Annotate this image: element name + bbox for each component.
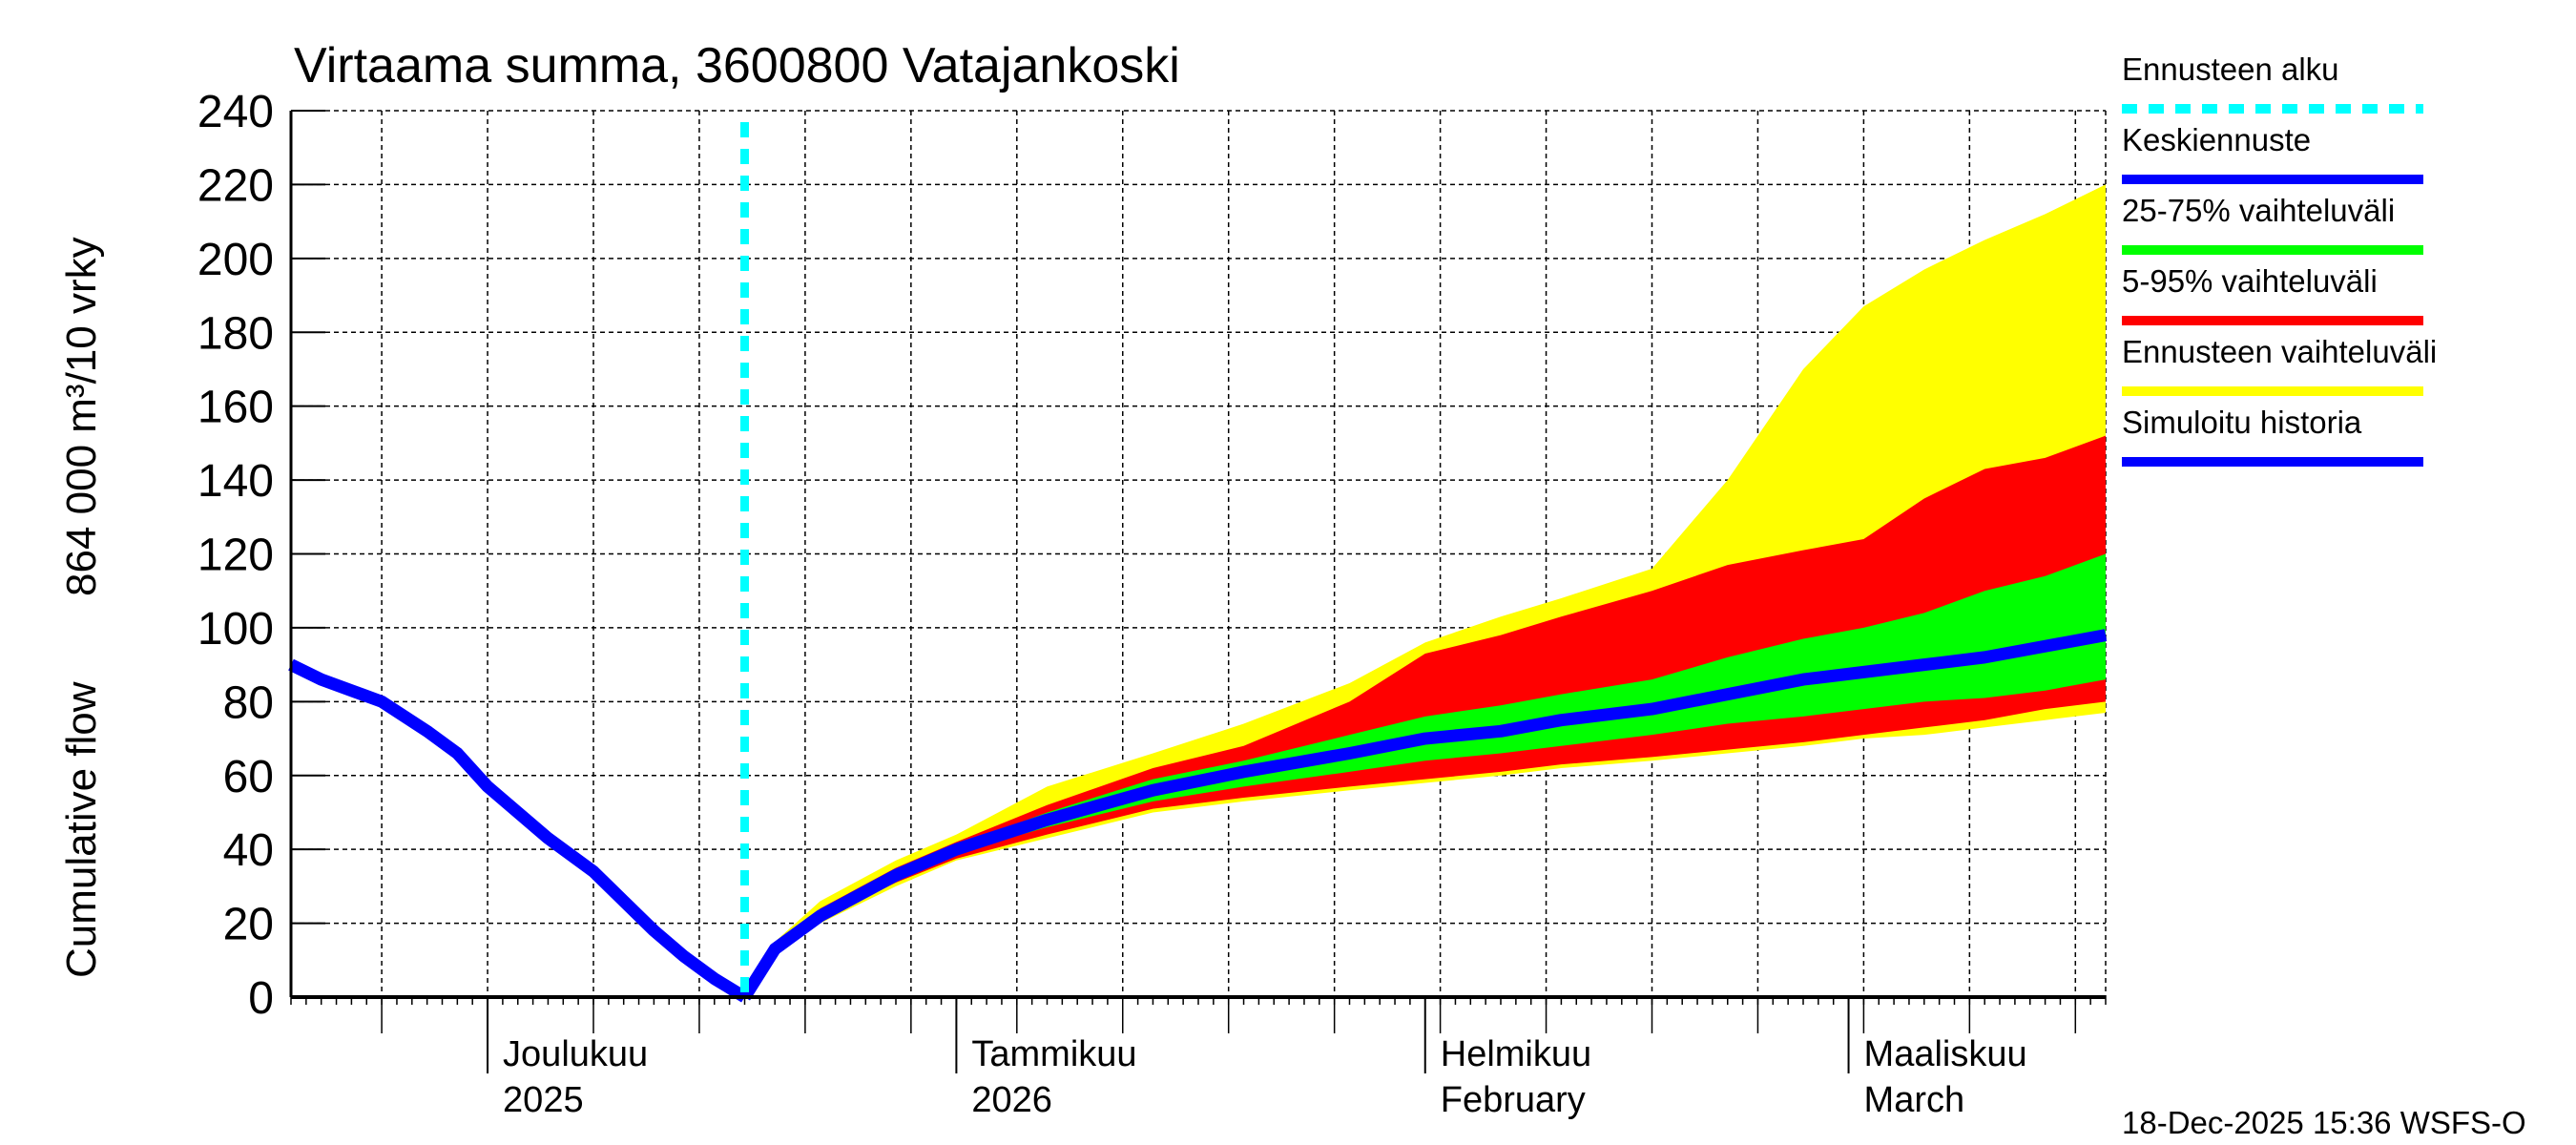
legend-label: Ennusteen vaihteluväli: [2122, 334, 2437, 369]
legend-label: 25-75% vaihteluväli: [2122, 193, 2395, 228]
legend-label: Keskiennuste: [2122, 122, 2311, 157]
month-sublabel: 2026: [971, 1080, 1052, 1120]
y-tick-label: 140: [197, 456, 274, 507]
month-label: Helmikuu: [1441, 1034, 1591, 1074]
axes: 0 20 40 60 80 100 120 140 160 180 200 220 240 Jouluku…: [197, 87, 2107, 1120]
y-tick-label: 200: [197, 235, 274, 285]
forecast-bands: [744, 184, 2106, 998]
y-tick-label: 160: [197, 383, 274, 433]
y-tick-label: 80: [223, 677, 274, 728]
chart-title: Virtaama summa, 3600800 Vatajankoski: [294, 38, 1180, 94]
month-label: Tammikuu: [971, 1034, 1136, 1074]
y-tick-label: 100: [197, 604, 274, 655]
y-axis-label-bottom: Cumulative flow: [58, 681, 105, 978]
y-axis-label: Cumulative flow 864 000 m³/10 vrky: [58, 237, 105, 978]
y-tick-label: 220: [197, 160, 274, 211]
month-sublabel: March: [1864, 1080, 1965, 1120]
y-tick-label: 60: [223, 752, 274, 802]
month-label: Joulukuu: [503, 1034, 648, 1074]
y-tick-label: 20: [223, 900, 274, 950]
y-tick-label: 0: [248, 973, 274, 1024]
legend-label: 5-95% vaihteluväli: [2122, 263, 2378, 299]
month-sublabel: 2025: [503, 1080, 584, 1120]
month-label: Maaliskuu: [1864, 1034, 2027, 1074]
legend-label: Ennusteen alku: [2122, 52, 2339, 87]
median-forecast-line: [739, 629, 2108, 1001]
legend-label: Simuloitu historia: [2122, 405, 2362, 440]
simulated-history-line: [288, 658, 748, 1003]
y-tick-label: 240: [197, 87, 274, 137]
band-25-75-green: [744, 553, 2106, 997]
y-tick-label: 180: [197, 308, 274, 359]
timestamp: 18-Dec-2025 15:36 WSFS-O: [2122, 1105, 2526, 1140]
y-axis-label-top: 864 000 m³/10 vrky: [58, 237, 105, 596]
legend: Ennusteen alku Keskiennuste 25-75% vaihtel…: [2122, 52, 2437, 467]
series-lines: [288, 122, 2108, 1003]
month-sublabel: February: [1441, 1080, 1586, 1120]
y-tick-label: 40: [223, 825, 274, 876]
y-tick-label: 120: [197, 531, 274, 581]
